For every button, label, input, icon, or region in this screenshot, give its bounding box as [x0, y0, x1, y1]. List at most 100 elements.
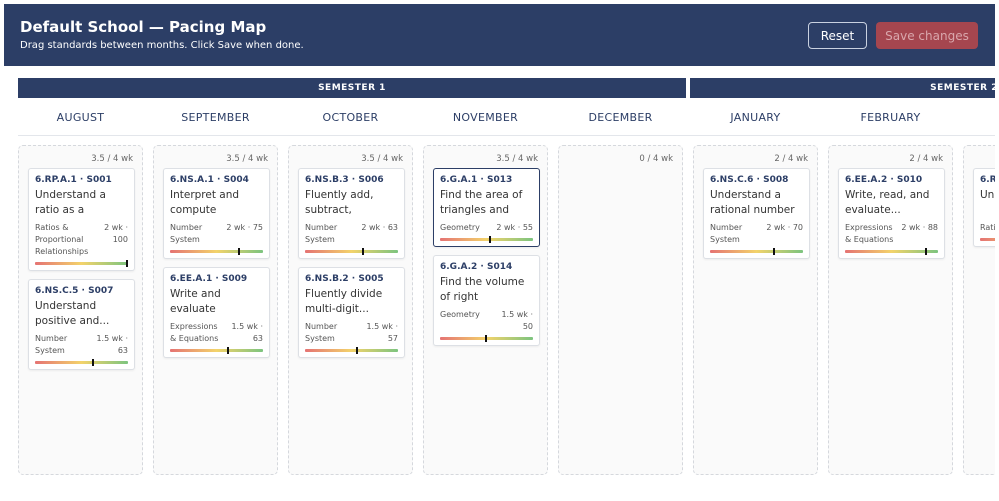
score-bar [35, 260, 128, 267]
domain: Expressions & Equations [845, 223, 894, 244]
subtitle: Drag standards between months. Click Sav… [20, 40, 304, 51]
month-column: 3.5 / 4 wk 6.NS.A.1 · S004 Interpret and c… [153, 145, 278, 475]
domain: Geometry [440, 310, 480, 319]
month-column: 3.5 / 4 wk 6.G.A.1 · S013 Find the area of… [423, 145, 548, 475]
standard-code: 6.G.A.2 · S014 [440, 262, 513, 272]
score-marker [126, 260, 128, 267]
month-name: OCTOBER [322, 111, 379, 124]
standard-card[interactable]: 6.NS.B.3 · S006 Fluently add, subtract, m… [298, 168, 405, 259]
save-button[interactable]: Save changes [876, 22, 978, 49]
week-load: 3.5 / 4 wk [91, 154, 133, 164]
standard-card[interactable]: 6.EE.A.1 · S009 Write and evaluate numeri… [163, 267, 270, 358]
weeks-score: 1.5 wk · 63 [96, 334, 128, 355]
standard-card[interactable]: 6.NS.C.6 · S008 Understand a rational num… [703, 168, 810, 259]
score-bar [170, 347, 263, 354]
domain: Geometry [440, 223, 480, 232]
month-column: 0 / 4 wk [558, 145, 683, 475]
month-name: AUGUST [56, 111, 105, 124]
month-name: SEPTEMBER [181, 111, 250, 124]
standard-code: 6.EE.A.1 · S009 [170, 274, 248, 284]
standard-card[interactable]: 6.R Un co Rati Pro Rela [973, 168, 995, 247]
standard-card[interactable]: 6.RP.A.1 · S001 Understand a ratio as a c… [28, 168, 135, 271]
month-column: 6.R Un co Rati Pro Rela [963, 145, 995, 475]
weeks-score: 2 wk · 70 [766, 223, 803, 232]
standard-code: 6.R [980, 175, 995, 185]
semester: SEMESTER 1 [18, 78, 686, 98]
domain: Number System [710, 223, 743, 244]
domain: Expressions & Equations [170, 322, 219, 343]
standard-description: Un co [980, 189, 995, 201]
week-load: 3.5 / 4 wk [496, 154, 538, 164]
card-meta-row: Geometry 2 wk · 55 [440, 222, 533, 234]
weeks-score: 1.5 wk · 63 [231, 322, 263, 343]
month-name: NOVEMBER [452, 111, 519, 124]
week-load: 2 / 4 wk [909, 154, 943, 164]
standard-card[interactable]: 6.G.A.1 · S013 Find the area of triangles… [433, 168, 540, 247]
standard-description: Fluently add, subtract, multiply,... [305, 189, 374, 216]
divider [18, 135, 995, 136]
standard-description: Write, read, and evaluate... [845, 189, 930, 216]
score-marker [356, 347, 358, 354]
standard-code: 6.NS.A.1 · S004 [170, 175, 249, 185]
standard-code: 6.EE.A.2 · S010 [845, 175, 923, 185]
card-meta-row: Number System 1.5 wk · 63 [35, 333, 128, 357]
score-bar [35, 359, 128, 366]
standard-code: 6.NS.B.3 · S006 [305, 175, 384, 185]
standard-card[interactable]: 6.G.A.2 · S014 Find the volume of right r… [433, 255, 540, 346]
card-meta-row: Rati Pro Rela [980, 222, 995, 234]
score-bar [170, 248, 263, 255]
card-meta-row: Expressions & Equations 1.5 wk · 63 [170, 321, 263, 345]
score-marker [361, 248, 364, 255]
month-column: 3.5 / 4 wk 6.NS.B.3 · S006 Fluently add, s… [288, 145, 413, 475]
score-bar [305, 248, 398, 255]
standard-description: Understand a rational number a... [710, 189, 795, 216]
standard-card[interactable]: 6.EE.A.2 · S010 Write, read, and evaluate… [838, 168, 945, 259]
reset-button[interactable]: Reset [808, 22, 867, 49]
board: SEMESTER 1 SEMESTER 2 AUGUST 3.5 / 4 wk 6.… [18, 78, 995, 488]
weeks-score: 1.5 wk · 57 [366, 322, 398, 343]
month-name: FEBRUARY [860, 111, 921, 124]
standard-description: Interpret and compute quotien... [170, 189, 240, 216]
week-load: 3.5 / 4 wk [226, 154, 268, 164]
month-column: 2 / 4 wk 6.NS.C.6 · S008 Understand a rati… [693, 145, 818, 475]
standard-card[interactable]: 6.NS.C.5 · S007 Understand positive and..… [28, 279, 135, 370]
score-bar [440, 236, 533, 243]
month-column: 2 / 4 wk 6.EE.A.2 · S010 Write, read, and … [828, 145, 953, 475]
week-load: 2 / 4 wk [774, 154, 808, 164]
score-bar [845, 248, 938, 255]
score-marker [484, 335, 487, 342]
standard-card[interactable]: 6.NS.A.1 · S004 Interpret and compute quo… [163, 168, 270, 259]
card-meta-row: Number System 2 wk · 70 [710, 222, 803, 246]
domain: Number System [170, 223, 203, 244]
month-name: JANUARY [730, 111, 781, 124]
score-marker [91, 359, 94, 366]
domain: Rati Pro Rela [980, 223, 995, 232]
domain: Ratios & Proportional Relationships [35, 223, 89, 256]
standard-card[interactable]: 6.NS.B.2 · S005 Fluently divide multi-dig… [298, 267, 405, 358]
standard-code: 6.NS.B.2 · S005 [305, 274, 384, 284]
card-meta-row: Number System 1.5 wk · 57 [305, 321, 398, 345]
score-bar [980, 238, 995, 241]
standard-description: Find the area of triangles and oth... [440, 189, 523, 216]
month-column: 3.5 / 4 wk 6.RP.A.1 · S001 Understand a ra… [18, 145, 143, 475]
score-marker [773, 248, 776, 255]
card-meta-row: Ratios & Proportional Relationships 2 wk … [35, 222, 128, 258]
standard-code: 6.RP.A.1 · S001 [35, 175, 112, 185]
week-load: 0 / 4 wk [639, 154, 673, 164]
domain: Number System [35, 334, 68, 355]
standard-description: Fluently divide multi-digit... [305, 288, 383, 315]
domain: Number System [305, 223, 338, 244]
card-meta-row: Number System 2 wk · 63 [305, 222, 398, 246]
semester: SEMESTER 2 [690, 78, 995, 98]
weeks-score: 2 wk · 63 [361, 223, 398, 232]
score-marker [237, 248, 240, 255]
week-load [973, 154, 995, 168]
weeks-score: 2 wk · 88 [901, 223, 938, 232]
standard-description: Understand positive and... [35, 300, 110, 327]
domain: Number System [305, 322, 338, 343]
score-bar [305, 347, 398, 354]
score-marker [489, 236, 492, 243]
card-meta-row: Expressions & Equations 2 wk · 88 [845, 222, 938, 246]
score-bar [710, 248, 803, 255]
